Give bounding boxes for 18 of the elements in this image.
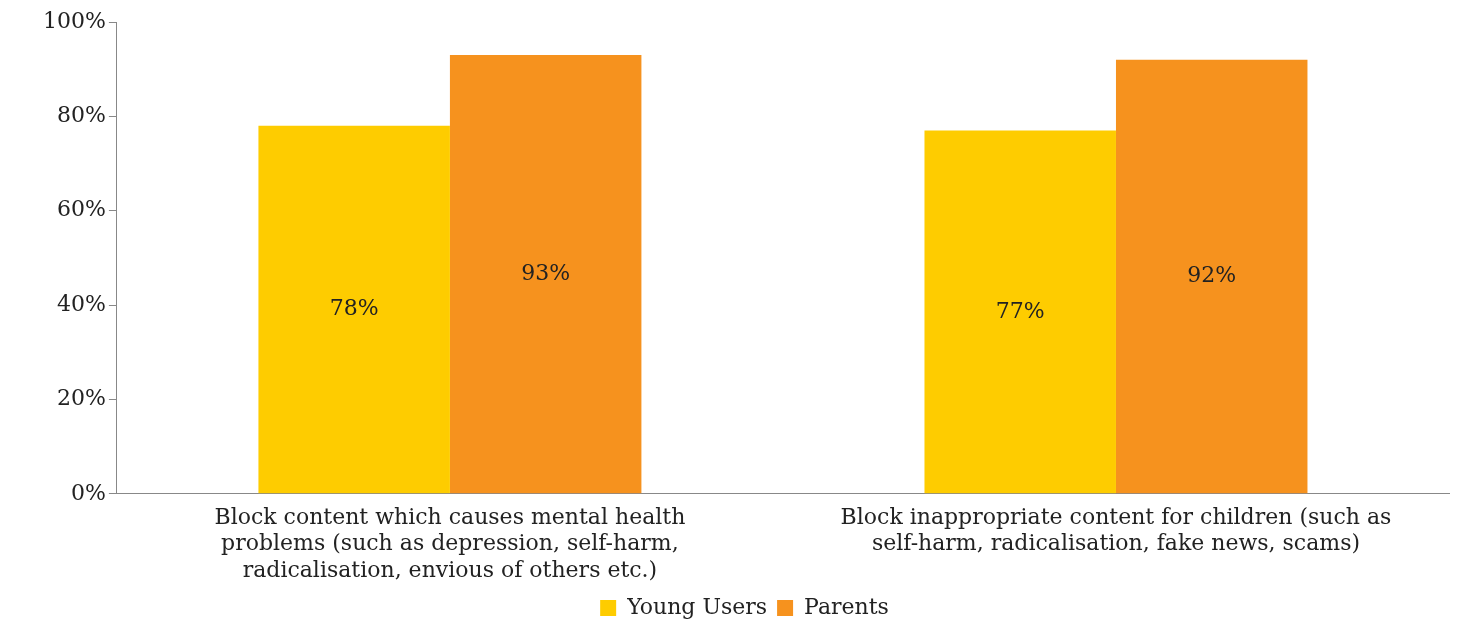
x-tick-label: Block content which causes mental health problems (such as depression, self-harm, radicalisation, envious of others etc.) [214,503,686,582]
legend-label: Parents [804,593,889,619]
bar [1115,59,1308,494]
data-label: 92% [1187,262,1237,288]
x-tick-label: Block inappropriate content for children (such as self-harm, radicalisation, fake news, scams) [840,503,1392,556]
legend-label: Young Users [626,593,768,619]
y-tick-label: 60% [56,196,106,222]
y-tick-label: 20% [56,385,106,411]
data-label: 77% [995,297,1045,323]
y-tick-label: 0% [70,479,106,505]
bar [258,125,450,494]
y-tick-label: 80% [56,102,106,128]
data-label: 93% [521,259,571,285]
y-tick-label: 40% [56,290,106,316]
y-tick-label: 100% [42,7,106,33]
bar [924,130,1116,494]
data-label: 78% [329,295,379,321]
bar [449,55,642,494]
